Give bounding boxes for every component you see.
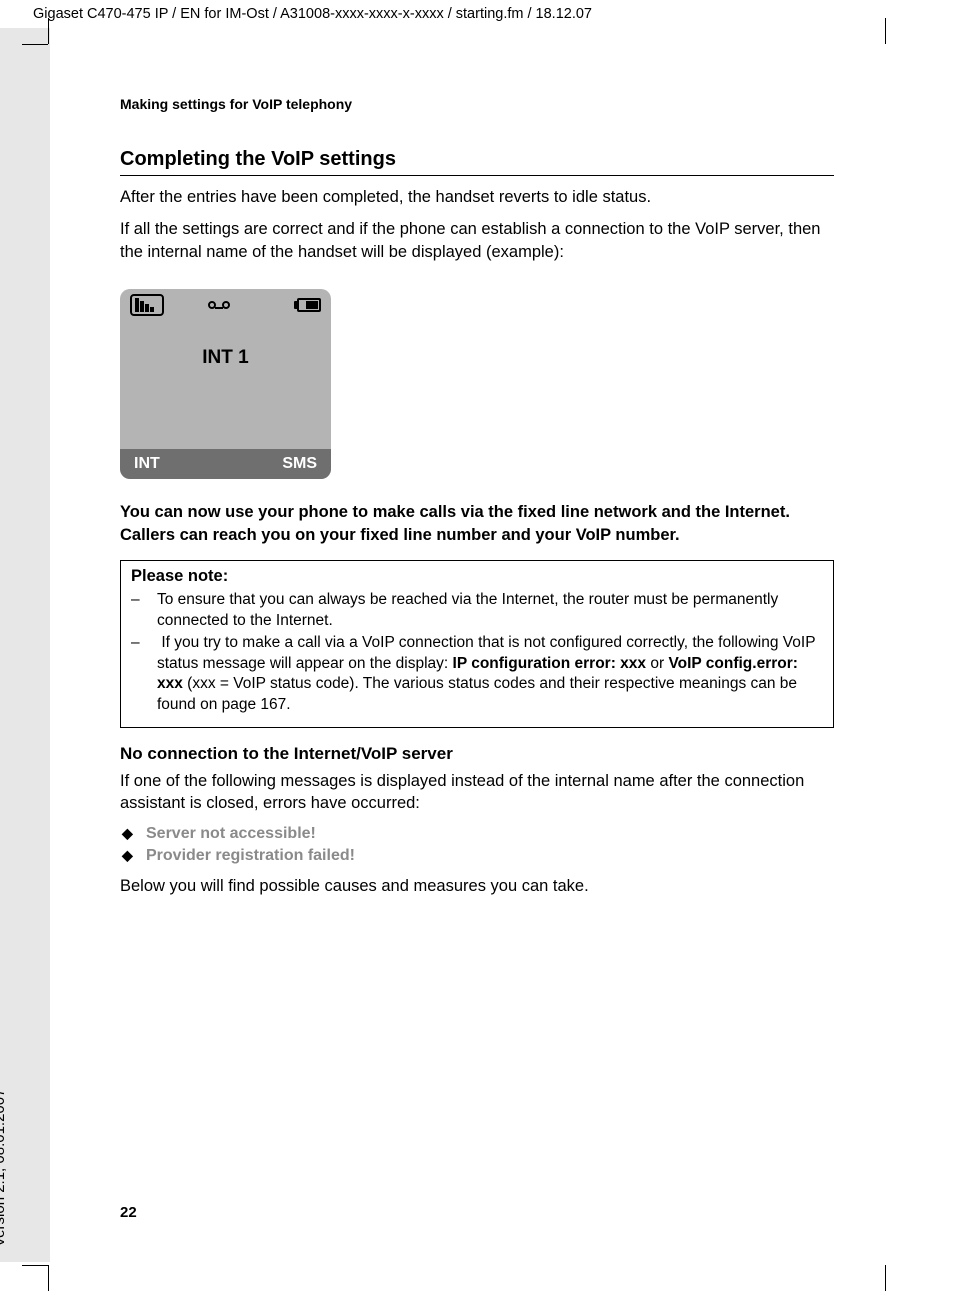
page: Gigaset C470-475 IP / EN for IM-Ost / A3… <box>0 0 954 1307</box>
softkey-left: INT <box>134 455 160 473</box>
handset-internal-name: INT 1 <box>202 347 248 369</box>
running-header: Making settings for VoIP telephony <box>120 96 834 112</box>
paragraph: After the entries have been completed, t… <box>120 186 834 208</box>
note-list: To ensure that you can always be reached… <box>131 590 823 715</box>
content-area: Making settings for VoIP telephony Compl… <box>120 96 834 907</box>
section-heading: Completing the VoIP settings <box>120 148 834 176</box>
error-message-item: Server not accessible! <box>120 825 834 843</box>
note-box: Please note: To ensure that you can alwa… <box>120 560 834 728</box>
note-text: or <box>646 655 668 672</box>
paragraph: If all the settings are correct and if t… <box>120 218 834 263</box>
note-title: Please note: <box>131 567 823 586</box>
subsection-heading: No connection to the Internet/VoIP serve… <box>120 744 834 764</box>
softkey-right: SMS <box>282 455 317 473</box>
phone-display-center: INT 1 <box>120 321 331 449</box>
page-number: 22 <box>120 1204 137 1221</box>
crop-mark <box>48 1265 49 1291</box>
paragraph: Below you will find possible causes and … <box>120 875 834 897</box>
phone-status-bar <box>120 289 331 321</box>
document-header-path: Gigaset C470-475 IP / EN for IM-Ost / A3… <box>33 6 592 22</box>
phone-display-example: INT 1 INT SMS <box>120 289 834 479</box>
crop-mark <box>885 18 886 44</box>
error-code-inline: IP configuration error: xxx <box>453 655 647 672</box>
error-message-item: Provider registration failed! <box>120 847 834 865</box>
note-item: If you try to make a call via a VoIP con… <box>131 633 823 715</box>
document-version-text: Version 2.1, 08.01.2007 <box>0 1089 8 1247</box>
signal-strength-icon <box>130 294 164 316</box>
battery-icon <box>294 298 321 312</box>
phone-screen: INT 1 INT SMS <box>120 289 331 479</box>
note-text: (xxx = VoIP status code). The various st… <box>157 675 797 712</box>
sidebar-gray-strip <box>0 28 50 1262</box>
crop-mark <box>22 44 48 45</box>
note-item: To ensure that you can always be reached… <box>131 590 823 631</box>
emphasis-paragraph: You can now use your phone to make calls… <box>120 501 834 547</box>
error-message-list: Server not accessible! Provider registra… <box>120 825 834 865</box>
emphasis-line: Callers can reach you on your fixed line… <box>120 526 680 544</box>
phone-softkey-bar: INT SMS <box>120 449 331 479</box>
emphasis-line: You can now use your phone to make calls… <box>120 503 790 521</box>
voicemail-icon <box>208 301 230 309</box>
paragraph: If one of the following messages is disp… <box>120 770 834 815</box>
crop-mark <box>885 1265 886 1291</box>
crop-mark <box>22 1265 48 1266</box>
